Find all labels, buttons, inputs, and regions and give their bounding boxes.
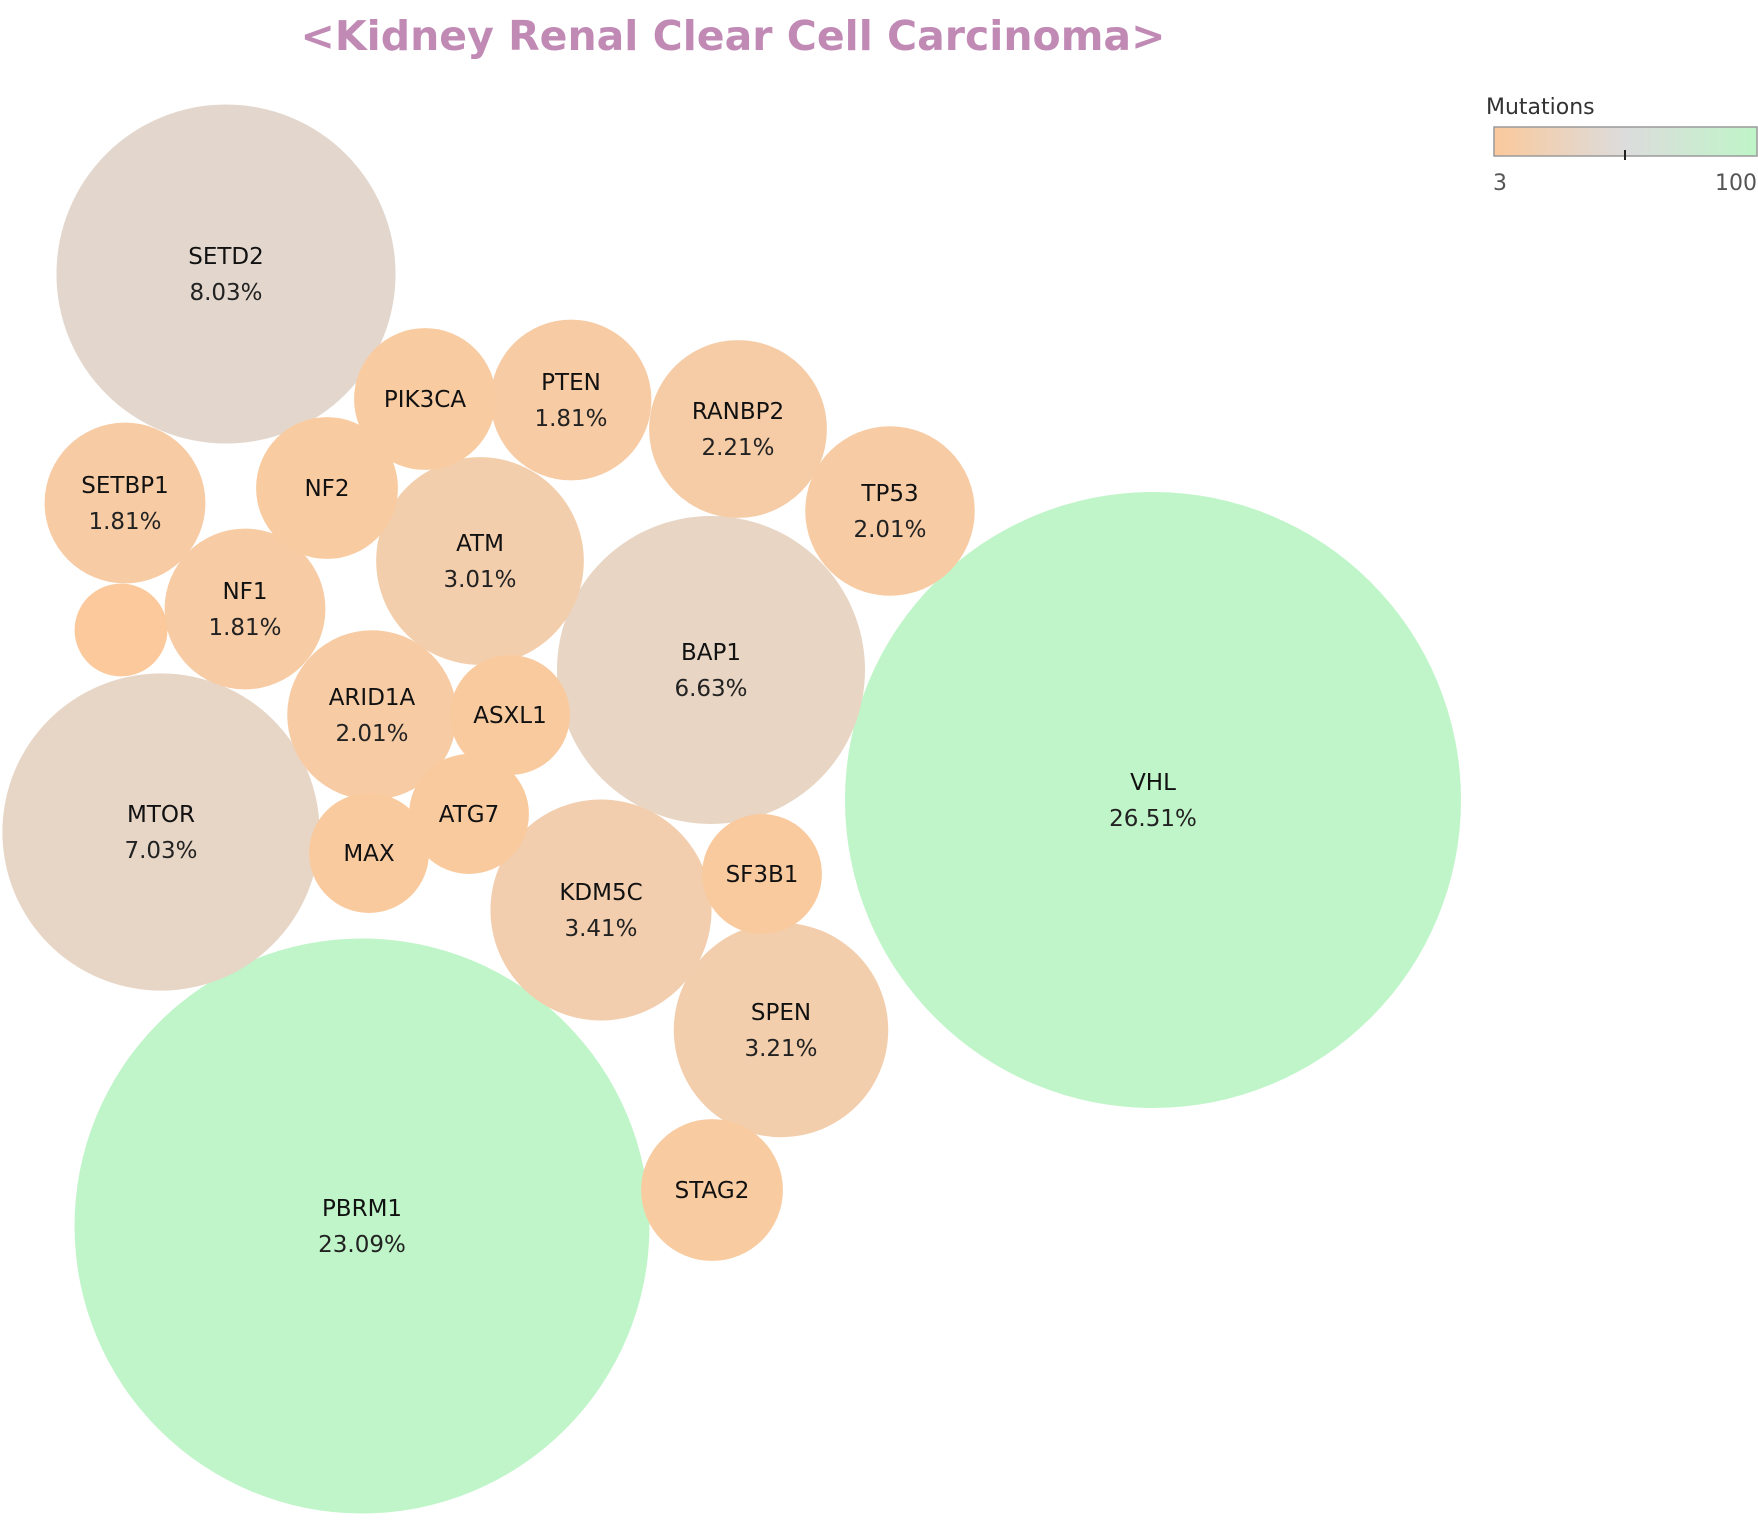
bubble-percent-label: 7.03% bbox=[124, 838, 197, 864]
bubble-tp53: TP53 2.01% bbox=[805, 426, 975, 596]
bubble-pten: PTEN 1.81% bbox=[490, 319, 652, 481]
bubble-gene-label: PIK3CA bbox=[384, 387, 466, 413]
legend-max-label: 100 bbox=[1715, 171, 1757, 196]
bubble-percent-label: 3.41% bbox=[564, 916, 637, 942]
bubble-percent-label: 26.51% bbox=[1109, 806, 1197, 832]
bubble-gene-label: NF2 bbox=[304, 476, 349, 502]
bubble-percent-label: 2.21% bbox=[701, 435, 774, 461]
bubble-circle-tp53 bbox=[805, 426, 975, 596]
bubble-circle-atm bbox=[376, 457, 584, 665]
bubble-gene-label: NF1 bbox=[222, 579, 267, 605]
bubble-circle-vhl bbox=[845, 492, 1461, 1108]
bubble-percent-label: 1.81% bbox=[534, 406, 607, 432]
bubble-sf3b1: SF3B1 bbox=[702, 814, 822, 934]
bubble-circle-pbrm1 bbox=[74, 938, 650, 1514]
bubble-gene-label: ATG7 bbox=[439, 802, 499, 828]
bubble-spen: SPEN 3.21% bbox=[673, 922, 889, 1138]
bubble-gene-label: KDM5C bbox=[559, 880, 642, 906]
bubble-circle-ranbp2 bbox=[649, 340, 827, 518]
bubble-gene-label: SPEN bbox=[751, 1000, 811, 1026]
bubble-percent-label: 3.21% bbox=[744, 1036, 817, 1062]
bubble-circle-nf1 bbox=[164, 528, 326, 690]
legend-title: Mutations bbox=[1486, 95, 1595, 120]
bubble-gene-label: ARID1A bbox=[329, 685, 416, 711]
bubble-gene-label: SETD2 bbox=[188, 244, 264, 270]
bubble-pbrm1: PBRM1 23.09% bbox=[74, 938, 650, 1514]
bubbles-group: VHL 26.51% PBRM1 23.09% SETD2 8.03% MTOR 7.03% B… bbox=[2, 104, 1461, 1514]
bubble-atm: ATM 3.01% bbox=[376, 457, 584, 665]
bubble-vhl: VHL 26.51% bbox=[845, 492, 1461, 1108]
bubble-nf2: NF2 bbox=[256, 417, 398, 559]
bubble-stag2: STAG2 bbox=[641, 1119, 783, 1261]
bubble-gene-label: SF3B1 bbox=[726, 862, 799, 888]
bubble-gene-label: BAP1 bbox=[681, 640, 741, 666]
bubble-pik3ca: PIK3CA bbox=[354, 328, 496, 470]
chart-title: <Kidney Renal Clear Cell Carcinoma> bbox=[301, 12, 1166, 60]
bubble-gene-label: ATM bbox=[456, 531, 504, 557]
bubble-circle-kdm5c bbox=[490, 799, 712, 1021]
bubble-max: MAX bbox=[309, 793, 429, 913]
bubble-percent-label: 2.01% bbox=[853, 517, 926, 543]
bubble-circle-setbp1 bbox=[44, 422, 206, 584]
bubble-circle-mtor bbox=[2, 673, 320, 991]
bubble-gene-label: ASXL1 bbox=[473, 703, 547, 729]
bubble-gene-label: VHL bbox=[1130, 770, 1176, 796]
bubble-circle-nf2 bbox=[256, 417, 398, 559]
bubble-circle-stag2 bbox=[641, 1119, 783, 1261]
bubble-setd2: SETD2 8.03% bbox=[56, 104, 396, 444]
bubble-percent-label: 3.01% bbox=[443, 567, 516, 593]
bubble-gene-label: SETBP1 bbox=[81, 473, 168, 499]
bubble-circle-arid1a bbox=[287, 630, 457, 800]
bubble-percent-label: 23.09% bbox=[318, 1232, 406, 1258]
bubble-circle-atg7 bbox=[409, 754, 529, 874]
bubble-percent-label: 1.81% bbox=[208, 615, 281, 641]
bubble-gene-label: MTOR bbox=[127, 802, 195, 828]
bubble-circle-unlabeled-21 bbox=[74, 583, 168, 677]
bubble-percent-label: 6.63% bbox=[674, 676, 747, 702]
bubble-arid1a: ARID1A 2.01% bbox=[287, 630, 457, 800]
bubble-nf1: NF1 1.81% bbox=[164, 528, 326, 690]
bubble-circle-bap1 bbox=[557, 516, 865, 824]
bubble-circle-max bbox=[309, 793, 429, 913]
color-legend: Mutations 3 100 bbox=[1486, 95, 1758, 196]
bubble-gene-label: STAG2 bbox=[675, 1178, 750, 1204]
bubble-ranbp2: RANBP2 2.21% bbox=[649, 340, 827, 518]
bubble-circle-pten bbox=[490, 319, 652, 481]
bubble-circle-asxl1 bbox=[450, 655, 570, 775]
bubble-circle-spen bbox=[673, 922, 889, 1138]
bubble-circle-pik3ca bbox=[354, 328, 496, 470]
bubble-gene-label: MAX bbox=[343, 841, 395, 867]
bubble-percent-label: 2.01% bbox=[335, 721, 408, 747]
bubble-gene-label: PBRM1 bbox=[322, 1196, 402, 1222]
bubble-unlabeled-21 bbox=[74, 583, 168, 677]
bubble-circle-setd2 bbox=[56, 104, 396, 444]
bubble-gene-label: TP53 bbox=[860, 481, 918, 507]
bubble-gene-label: PTEN bbox=[541, 370, 601, 396]
legend-min-label: 3 bbox=[1493, 171, 1507, 196]
bubble-percent-label: 1.81% bbox=[88, 509, 161, 535]
bubble-mtor: MTOR 7.03% bbox=[2, 673, 320, 991]
bubble-setbp1: SETBP1 1.81% bbox=[44, 422, 206, 584]
bubble-percent-label: 8.03% bbox=[189, 280, 262, 306]
bubble-gene-label: RANBP2 bbox=[692, 399, 784, 425]
bubble-asxl1: ASXL1 bbox=[450, 655, 570, 775]
bubble-kdm5c: KDM5C 3.41% bbox=[490, 799, 712, 1021]
bubble-circle-sf3b1 bbox=[702, 814, 822, 934]
bubble-bap1: BAP1 6.63% bbox=[557, 516, 865, 824]
bubble-atg7: ATG7 bbox=[409, 754, 529, 874]
